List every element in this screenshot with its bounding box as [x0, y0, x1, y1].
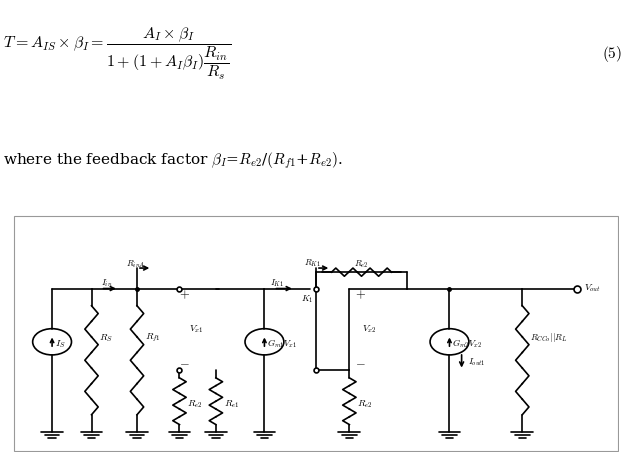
Text: $I_{in}$: $I_{in}$ — [100, 277, 112, 289]
Text: $R_{f1}$: $R_{f1}$ — [145, 332, 161, 344]
Text: $R_{CCo}||R_L$: $R_{CCo}||R_L$ — [530, 331, 567, 344]
Text: $-$: $-$ — [179, 356, 190, 370]
Text: $R_{e2}$: $R_{e2}$ — [354, 258, 369, 270]
Text: $K_1$: $K_1$ — [301, 293, 313, 304]
Text: $+$: $+$ — [179, 288, 190, 301]
Text: where the feedback factor $\beta_I$=$R_{e2}$/$( R_{f1}$+$R_{e2})$.: where the feedback factor $\beta_I$=$R_{… — [3, 151, 343, 171]
Text: $T = A_{IS} \times \beta_I = \dfrac{A_I \times \beta_I}{1+(1+A_I\beta_I)\dfrac{R: $T = A_{IS} \times \beta_I = \dfrac{A_I … — [3, 26, 231, 82]
Text: $G_{m2}V_{x2}$: $G_{m2}V_{x2}$ — [452, 338, 482, 350]
Text: $V_{out}$: $V_{out}$ — [584, 283, 601, 294]
Text: $G_{m1}V_{x1}$: $G_{m1}V_{x1}$ — [267, 338, 297, 350]
Text: $+$: $+$ — [355, 288, 367, 301]
Text: $R_{e1}$: $R_{e1}$ — [224, 399, 240, 410]
Text: $I_S$: $I_S$ — [55, 338, 66, 350]
Text: $V_{x1}$: $V_{x1}$ — [188, 324, 203, 335]
Text: $-$: $-$ — [355, 356, 366, 370]
Text: $R_S$: $R_S$ — [99, 332, 113, 344]
Text: $V_{x2}$: $V_{x2}$ — [362, 324, 376, 335]
Text: $R_{K1}$: $R_{K1}$ — [304, 257, 321, 269]
Text: $I_{K1}$: $I_{K1}$ — [270, 277, 284, 289]
Text: $I_{out1}$: $I_{out1}$ — [468, 356, 485, 368]
Text: $(5)$: $(5)$ — [602, 44, 623, 64]
Text: $R_{e2}$: $R_{e2}$ — [187, 399, 203, 410]
Text: $R_{e2}$: $R_{e2}$ — [357, 399, 373, 410]
Text: $R_{inA}$: $R_{inA}$ — [126, 258, 145, 270]
